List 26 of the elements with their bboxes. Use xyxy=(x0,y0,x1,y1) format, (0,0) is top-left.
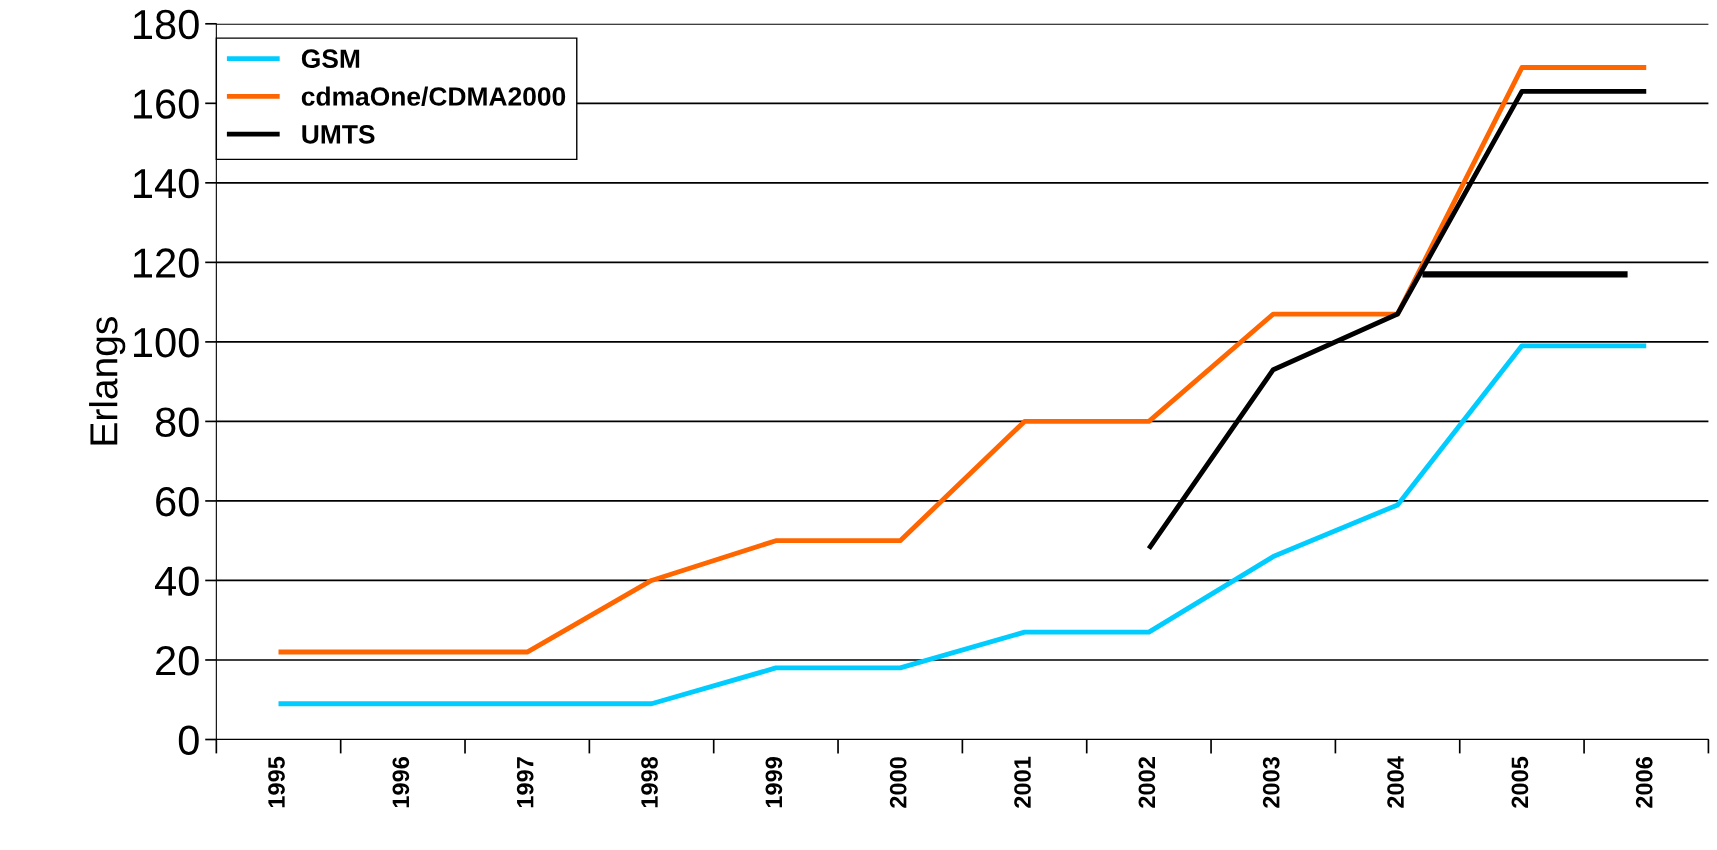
legend-label: cdmaOne/CDMA2000 xyxy=(301,86,566,107)
x-tick-label: 2004 xyxy=(1387,756,1404,808)
x-tick-label: 1996 xyxy=(392,757,410,808)
legend-label: GSM xyxy=(301,49,360,69)
y-tick-label: 180 xyxy=(134,9,199,40)
y-tick-label: 0 xyxy=(178,725,199,756)
x-tick-label: 1998 xyxy=(641,756,658,808)
y-tick-label: 20 xyxy=(156,645,199,676)
x-tick-label: 2005 xyxy=(1511,756,1529,808)
y-tick-label: 100 xyxy=(134,327,199,358)
y-tick-label: 160 xyxy=(134,89,199,119)
y-tick-label: 60 xyxy=(156,486,199,517)
x-tick-label: 1997 xyxy=(516,757,534,808)
x-tick-label: 2002 xyxy=(1138,757,1156,808)
x-tick-label: 1995 xyxy=(268,756,285,808)
y-axis-title: Erlangs xyxy=(89,317,126,445)
x-tick-label: 2001 xyxy=(1014,756,1031,808)
y-tick-label: 140 xyxy=(134,168,199,199)
x-tick-label: 1999 xyxy=(765,757,783,808)
y-tick-label: 40 xyxy=(154,566,199,596)
y-tick-label: 80 xyxy=(155,407,199,437)
x-tick-label: 2003 xyxy=(1262,757,1280,808)
x-tick-label: 2000 xyxy=(889,757,907,808)
x-tick-label: 2006 xyxy=(1635,757,1653,808)
y-tick-label: 120 xyxy=(134,248,199,278)
legend-label: UMTS xyxy=(302,124,375,144)
